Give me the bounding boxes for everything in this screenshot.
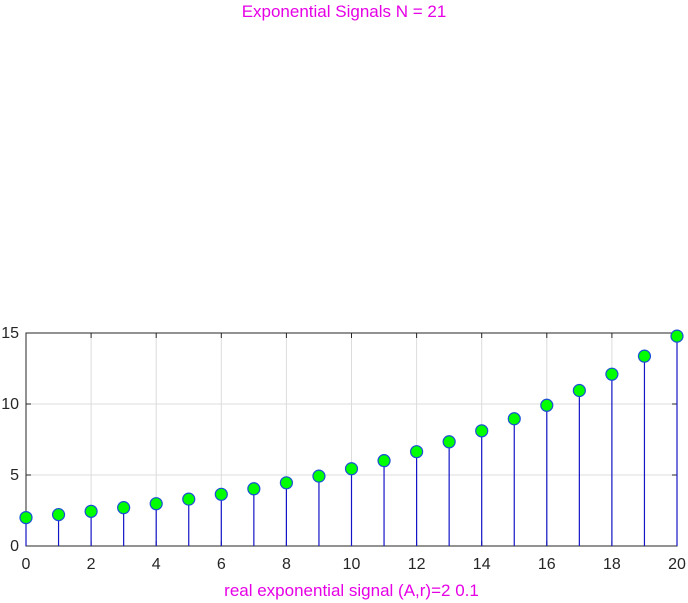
stem-marker [475, 424, 489, 438]
stem-marker [442, 435, 456, 449]
stem-marker [377, 454, 391, 468]
stem-marker [214, 487, 228, 501]
y-tick-label: 10 [1, 396, 19, 413]
x-tick-label: 6 [217, 556, 226, 573]
x-axis-label: real exponential signal (A,r)=2 0.1 [224, 581, 479, 600]
stem-marker [344, 462, 359, 476]
y-tick-label: 15 [1, 325, 19, 342]
y-axis-tick-labels: 0 5 10 15 [1, 325, 19, 555]
stem-marker [149, 497, 163, 511]
x-tick-label: 14 [473, 556, 491, 573]
stem-marker [540, 398, 554, 412]
x-tick-label: 16 [538, 556, 556, 573]
x-tick-label: 10 [343, 556, 361, 573]
x-tick-label: 18 [603, 556, 621, 573]
stem-marker [117, 501, 131, 515]
stem-marker [572, 383, 586, 398]
y-tick-label: 5 [10, 467, 19, 484]
stem-marker [51, 508, 66, 522]
x-tick-label: 12 [408, 556, 426, 573]
stem-marker [84, 504, 98, 518]
stem-marker [182, 492, 196, 506]
stem-marker [312, 469, 326, 483]
x-tick-label: 4 [152, 556, 161, 573]
stem-marker [637, 349, 652, 363]
figure-title: Exponential Signals N = 21 [241, 2, 447, 21]
x-axis-tick-labels: 0 2 4 6 8 10 12 14 16 18 20 [22, 556, 686, 573]
stem-marker [247, 482, 261, 496]
stem-marker [410, 445, 424, 459]
stem-marker [670, 329, 684, 343]
y-tick-label: 0 [10, 538, 19, 555]
stem-marker [279, 476, 293, 490]
stem-marker [19, 510, 33, 525]
stem-marker [605, 367, 619, 381]
x-tick-label: 0 [22, 556, 31, 573]
x-tick-label: 8 [282, 556, 291, 573]
stem-marker [507, 412, 521, 426]
x-tick-label: 20 [668, 556, 686, 573]
stem-series [19, 329, 684, 546]
x-tick-label: 2 [87, 556, 96, 573]
